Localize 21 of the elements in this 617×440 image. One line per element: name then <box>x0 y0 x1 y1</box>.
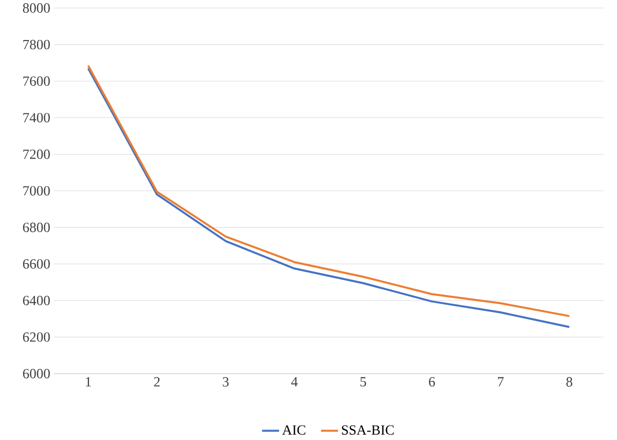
legend-label: AIC <box>282 425 306 435</box>
y-tick-label: 7200 <box>23 149 50 159</box>
y-tick-label: 7600 <box>23 76 50 86</box>
legend-label: SSA-BIC <box>342 425 394 435</box>
y-tick-label: 6800 <box>23 222 50 232</box>
y-tick-label: 6400 <box>23 296 50 306</box>
y-tick-label: 6000 <box>23 368 50 378</box>
x-tick-label: 8 <box>566 377 572 386</box>
x-tick-label: 2 <box>154 377 160 386</box>
x-tick-label: 5 <box>360 377 366 386</box>
x-tick-label: 4 <box>291 377 298 386</box>
y-tick-label: 6600 <box>23 259 50 269</box>
y-tick-label: 7400 <box>23 112 50 122</box>
x-tick-label: 6 <box>428 377 435 386</box>
y-tick-label: 7000 <box>23 186 50 196</box>
y-tick-label: 6200 <box>23 332 50 342</box>
x-tick-label: 3 <box>222 377 229 386</box>
y-tick-label: 7800 <box>23 40 50 50</box>
x-tick-label: 7 <box>498 377 504 386</box>
y-tick-label: 8000 <box>22 3 50 13</box>
x-tick-label: 1 <box>86 377 91 386</box>
